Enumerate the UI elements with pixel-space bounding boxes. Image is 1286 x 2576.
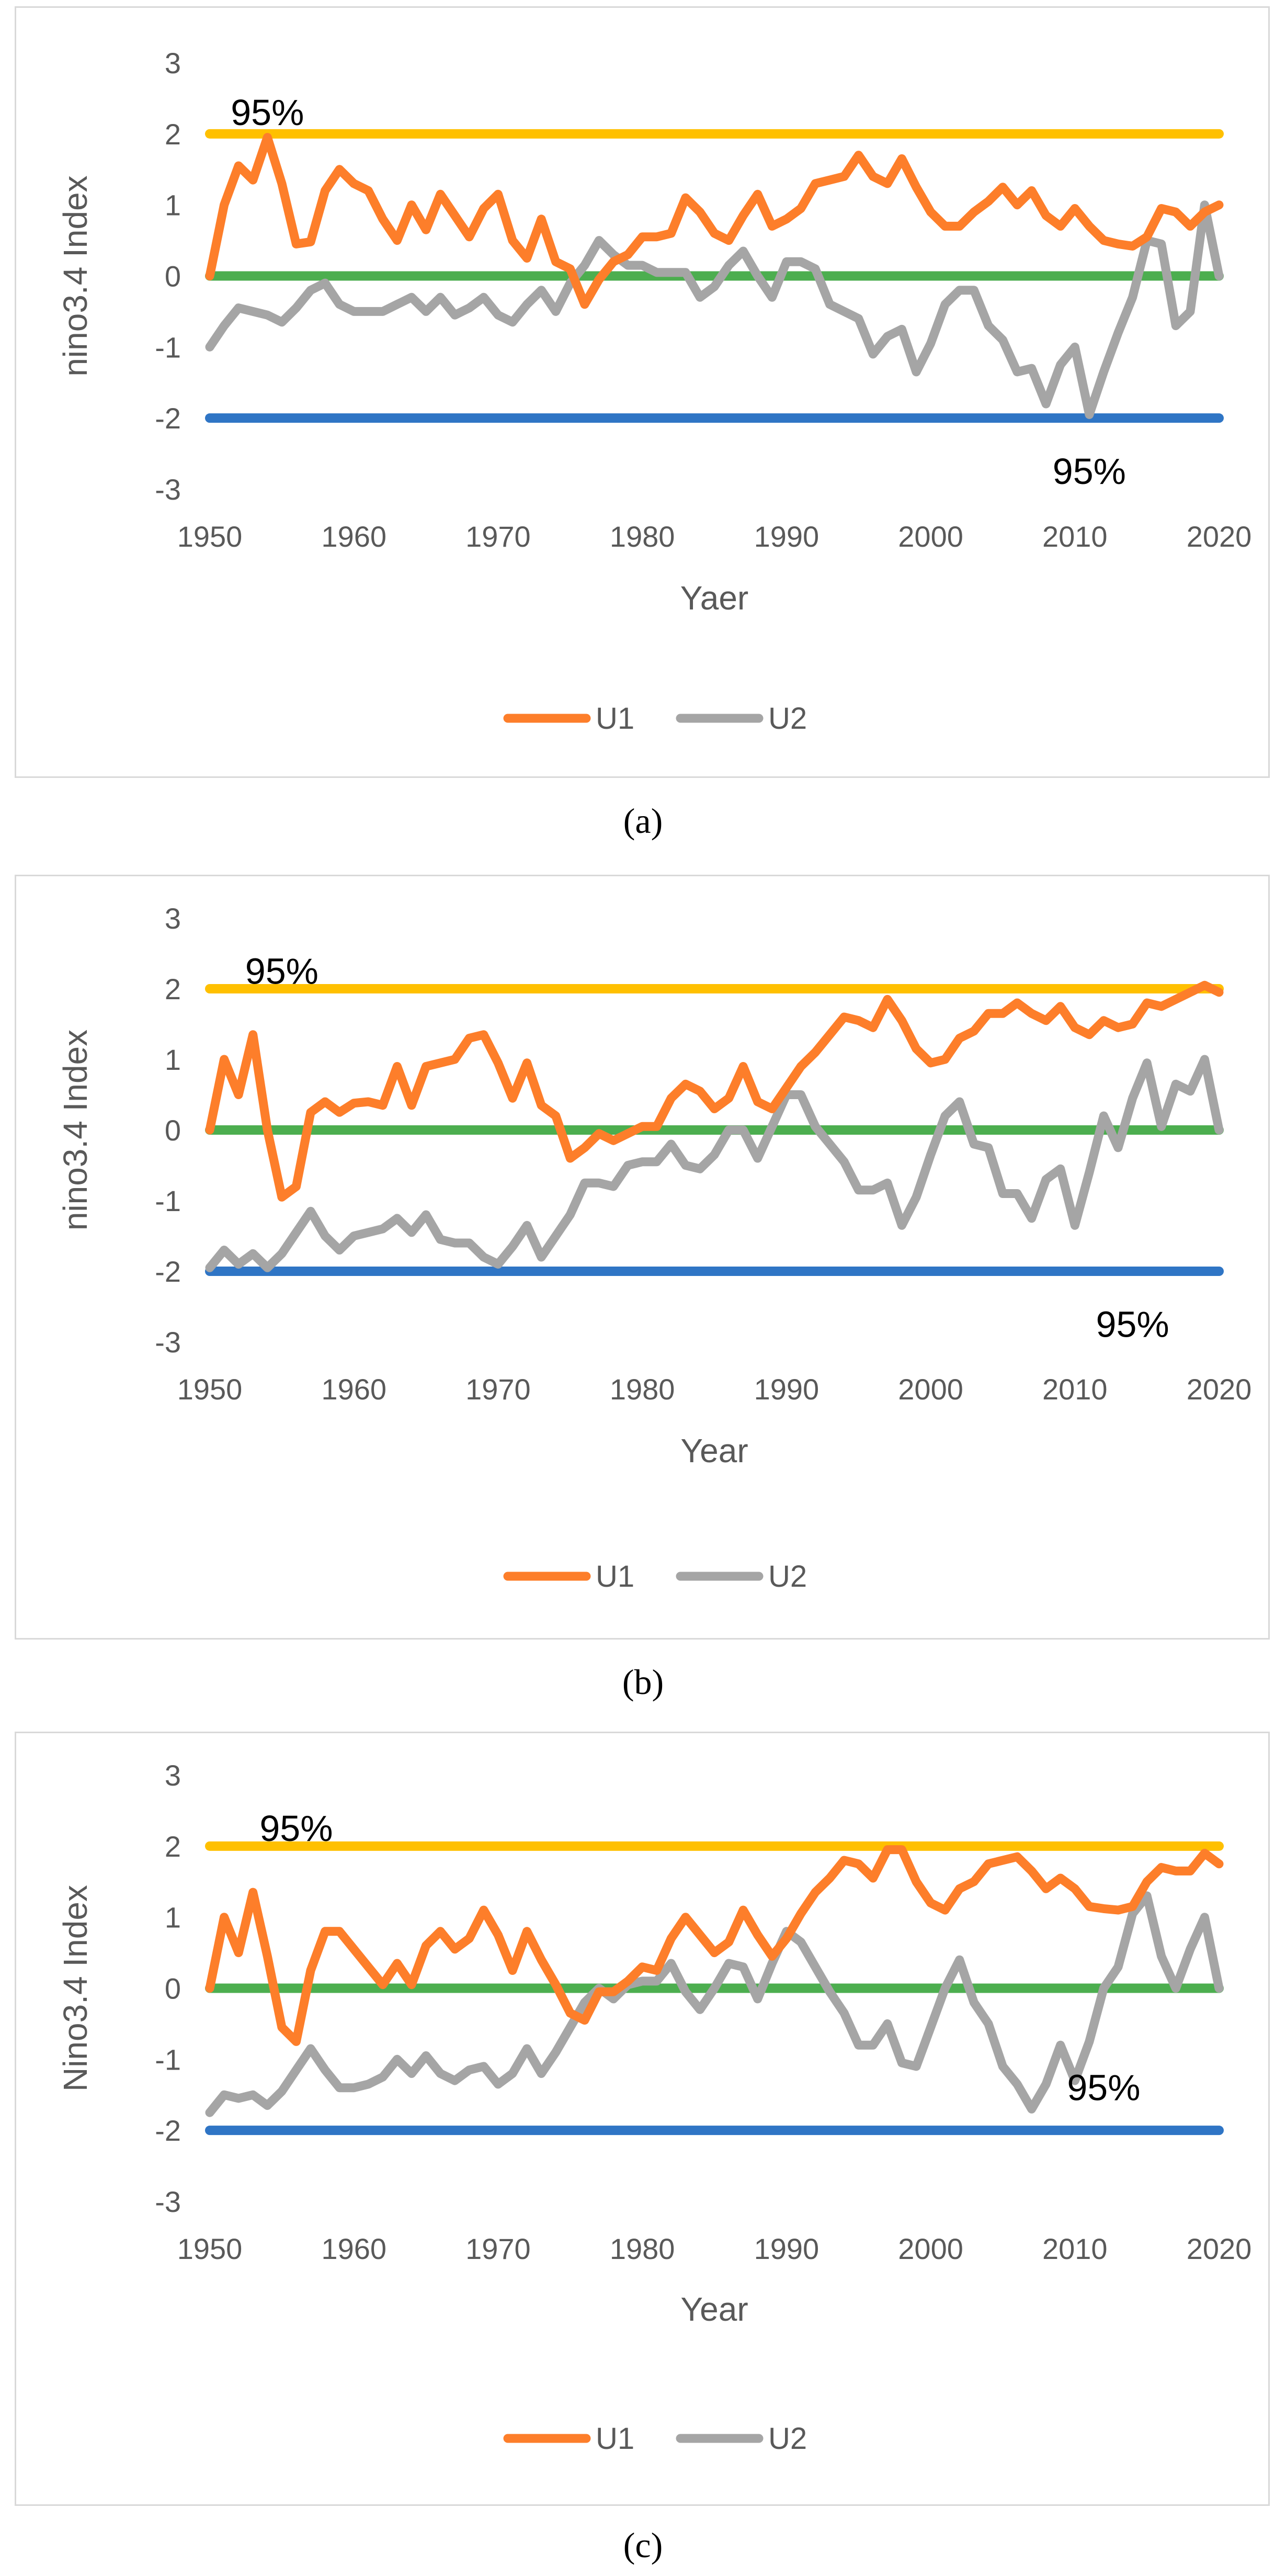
- x-axis-title: Year: [680, 2290, 748, 2328]
- x-tick-label: 2020: [1187, 520, 1252, 553]
- x-tick-label: 2000: [898, 2232, 963, 2265]
- caption-c-text: (c): [623, 2525, 663, 2565]
- chart-svg-c: 3 2 1 0 -1 -2 -3 1950 1960 1970 1980 1990 2000 2010 20…: [56, 1759, 1252, 2456]
- x-tick-label: 1950: [177, 520, 243, 553]
- legend-label-u1: U1: [596, 702, 634, 736]
- y-tick-label: 1: [165, 189, 181, 222]
- x-tick-label: 1980: [610, 520, 675, 553]
- y-tick-label: 1: [165, 1901, 181, 1934]
- x-tick-label: 1960: [321, 1373, 386, 1406]
- y-tick-label: 0: [165, 1114, 181, 1147]
- y-tick-label: 3: [165, 902, 181, 935]
- chart-panel-b: 3 2 1 0 -1 -2 -3 1950 1960 1970 1980 1990 2000 2010 20…: [15, 875, 1270, 1640]
- y-tick-label: -3: [155, 1326, 181, 1359]
- x-tick-label: 1970: [465, 2232, 531, 2265]
- annotation-95-percent: 95%: [259, 1808, 333, 1849]
- caption-c: (c): [0, 2525, 1286, 2566]
- series-line-u2: [205, 1891, 1224, 2117]
- chart-panel-c: 3 2 1 0 -1 -2 -3 1950 1960 1970 1980 1990 2000 2010 20…: [15, 1732, 1270, 2506]
- y-tick-label: 0: [165, 1972, 181, 2005]
- legend-label-u2: U2: [768, 702, 807, 736]
- x-tick-label: 2020: [1187, 1373, 1252, 1406]
- x-tick-label: 1960: [321, 2232, 386, 2265]
- series-line-u2: [205, 200, 1224, 419]
- legend-label-u2: U2: [768, 1560, 807, 1594]
- annotation-95-percent: 95%: [1096, 1304, 1169, 1345]
- x-tick-label: 2020: [1187, 2232, 1252, 2265]
- caption-b: (b): [0, 1662, 1286, 1703]
- annotation-95-percent: 95%: [1067, 2067, 1140, 2108]
- x-tick-label: 2000: [898, 1373, 963, 1406]
- series-line-u1: [205, 133, 1224, 309]
- x-tick-label: 1990: [754, 2232, 820, 2265]
- y-tick-label: -2: [155, 1255, 181, 1288]
- y-tick-label: 0: [165, 260, 181, 293]
- x-tick-label: 1950: [177, 2232, 243, 2265]
- caption-a: (a): [0, 800, 1286, 842]
- caption-b-text: (b): [622, 1662, 664, 1702]
- y-tick-label: 1: [165, 1043, 181, 1076]
- x-axis-title: Yaer: [680, 579, 748, 617]
- y-axis-title: Nino3.4 Index: [56, 1885, 94, 2092]
- y-tick-label: -3: [155, 2185, 181, 2218]
- y-tick-label: -3: [155, 473, 181, 506]
- x-tick-label: 1990: [754, 1373, 820, 1406]
- x-tick-label: 1950: [177, 1373, 243, 1406]
- y-tick-label: 2: [165, 973, 181, 1005]
- series-line-u1: [205, 980, 1224, 1202]
- x-tick-label: 2010: [1042, 1373, 1108, 1406]
- y-tick-label: 3: [165, 47, 181, 80]
- y-tick-label: 2: [165, 118, 181, 151]
- x-tick-label: 2000: [898, 520, 963, 553]
- x-axis-title: Year: [680, 1432, 748, 1470]
- y-axis-title: nino3.4 Index: [56, 175, 94, 376]
- chart-panel-a: 3 2 1 0 -1 -2 -3 1950 1960 1970 1980 1990 2000 2010 20…: [15, 6, 1270, 778]
- series-line-u1: [205, 1845, 1224, 2046]
- annotation-95-percent: 95%: [231, 92, 304, 133]
- y-tick-label: -2: [155, 402, 181, 435]
- chart-svg-a: 3 2 1 0 -1 -2 -3 1950 1960 1970 1980 1990 2000 2010 20…: [56, 47, 1252, 736]
- y-tick-label: -1: [155, 2043, 181, 2076]
- legend-label-u1: U1: [596, 1560, 634, 1594]
- x-tick-label: 2010: [1042, 2232, 1108, 2265]
- x-tick-label: 1990: [754, 520, 820, 553]
- legend: U1 U2: [503, 2422, 807, 2456]
- y-tick-label: 2: [165, 1830, 181, 1863]
- x-tick-label: 2010: [1042, 520, 1108, 553]
- x-tick-label: 1970: [465, 1373, 531, 1406]
- annotation-95-percent: 95%: [1053, 451, 1126, 492]
- y-tick-label: -1: [155, 1184, 181, 1217]
- caption-a-text: (a): [623, 801, 663, 841]
- series-line-u2: [205, 1055, 1224, 1272]
- y-tick-label: -1: [155, 331, 181, 364]
- x-tick-label: 1960: [321, 520, 386, 553]
- annotation-95-percent: 95%: [245, 951, 318, 991]
- y-axis-title: nino3.4 Index: [56, 1030, 94, 1230]
- legend-label-u2: U2: [768, 2422, 807, 2456]
- x-tick-label: 1980: [610, 2232, 675, 2265]
- legend: U1 U2: [503, 1560, 807, 1594]
- chart-svg-b: 3 2 1 0 -1 -2 -3 1950 1960 1970 1980 1990 2000 2010 20…: [56, 902, 1252, 1594]
- x-tick-label: 1970: [465, 520, 531, 553]
- x-tick-label: 1980: [610, 1373, 675, 1406]
- legend: U1 U2: [503, 702, 807, 736]
- y-tick-label: 3: [165, 1759, 181, 1792]
- y-tick-label: -2: [155, 2114, 181, 2147]
- legend-label-u1: U1: [596, 2422, 634, 2456]
